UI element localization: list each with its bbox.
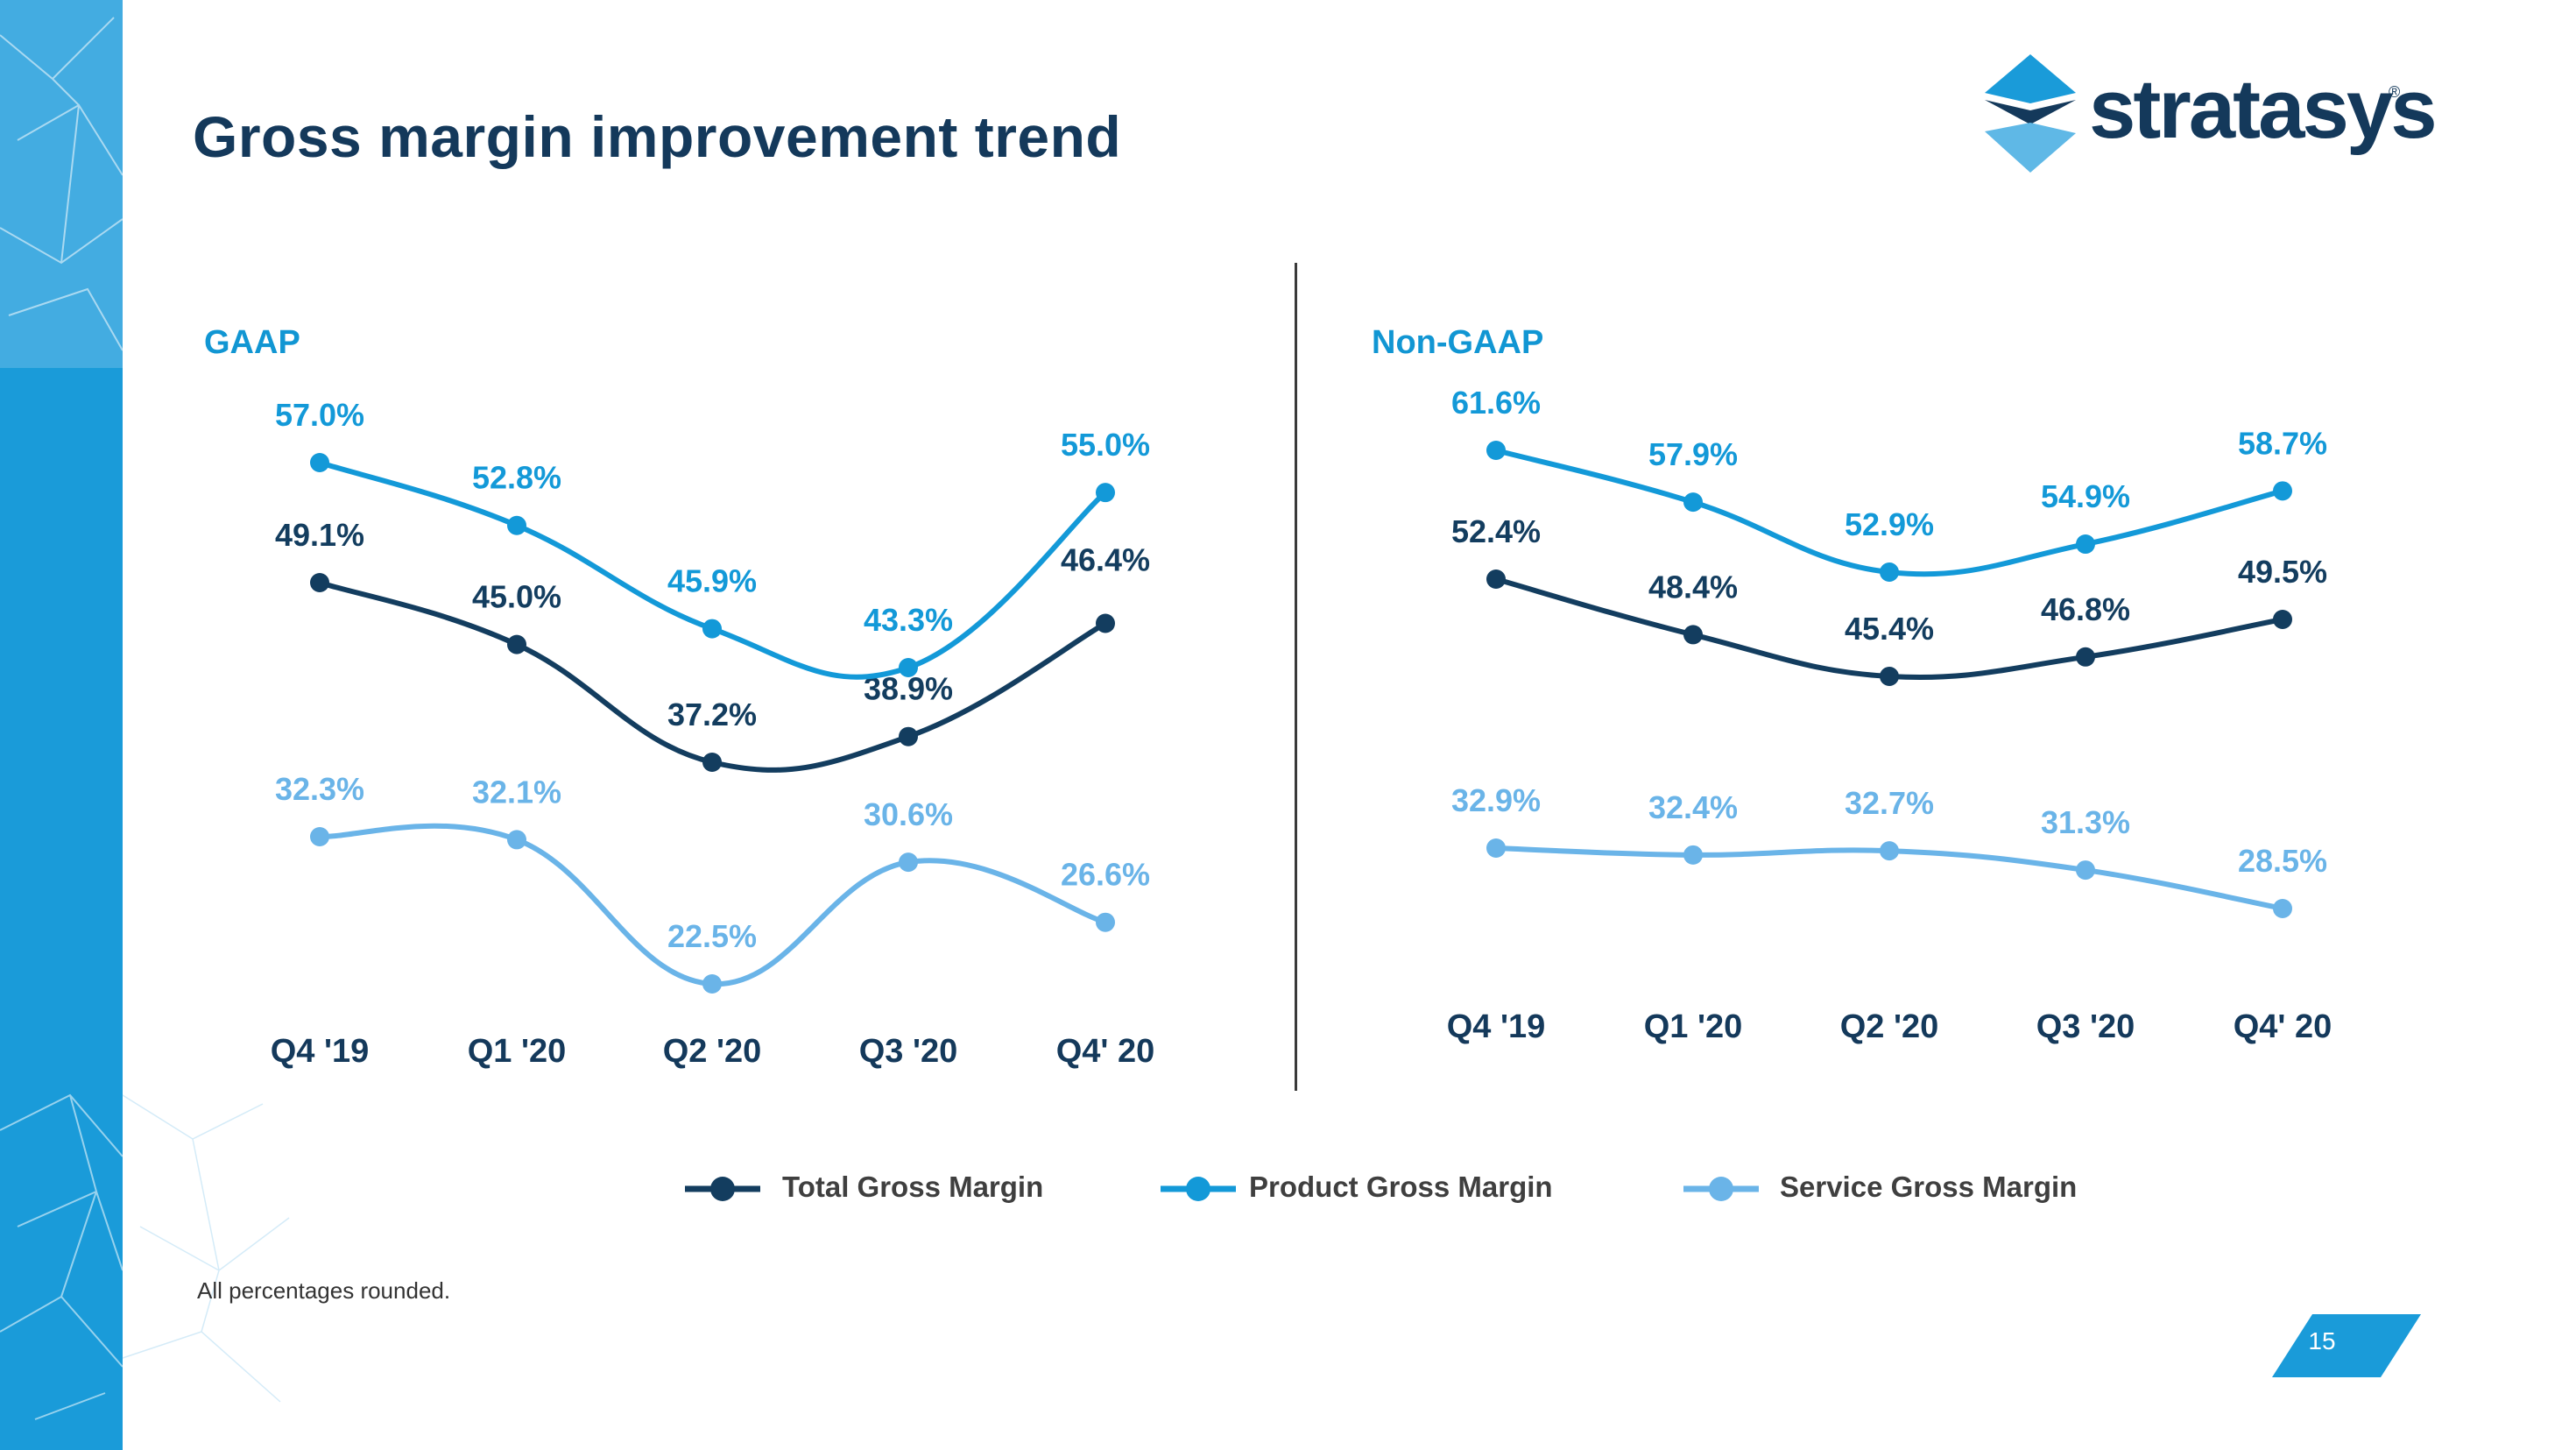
gaap-total-data-label: 49.1% [275,517,364,553]
gaap-service-point [899,852,918,873]
non-gaap-product-data-label: 61.6% [1451,385,1541,421]
non-gaap-category-label: Q4 '19 [1447,1008,1546,1045]
gaap-category-label: Q4 '19 [271,1033,370,1070]
stratasys-logo-icon [1985,54,2076,173]
gaap-service-data-label: 22.5% [667,918,757,954]
gaap-category-label: Q2 '20 [663,1033,762,1070]
gaap-service-data-label: 32.1% [472,774,561,810]
non-gaap-product-point [2273,481,2292,501]
gaap-label: GAAP [204,324,300,361]
gaap-total-point [702,753,722,772]
gaap-total-point [507,634,526,654]
non-gaap-label: Non-GAAP [1372,324,1544,361]
non-gaap-service-point [2076,860,2095,881]
gaap-product-point [310,453,329,472]
non-gaap-total-data-label: 49.5% [2238,554,2327,590]
legend-marker-service [1683,1177,1759,1201]
gaap-product-data-label: 55.0% [1061,427,1150,463]
gaap-total-point [310,573,329,592]
panel-divider [1295,263,1297,1091]
page-number: 15 [2308,1327,2336,1355]
non-gaap-product-data-label: 58.7% [2238,425,2327,461]
non-gaap-service-data-label: 32.9% [1451,782,1541,818]
non-gaap-total-data-label: 52.4% [1451,513,1541,549]
non-gaap-product-data-label: 52.9% [1845,506,1934,542]
non-gaap-category-label: Q4' 20 [2234,1008,2333,1045]
gaap-category-label: Q3 '20 [859,1033,958,1070]
non-gaap-total-point [1880,667,1899,686]
gaap-product-point [1096,483,1115,503]
gaap-category-label: Q4' 20 [1056,1033,1155,1070]
non-gaap-product-point [2076,534,2095,555]
legend-label-product: Product Gross Margin [1249,1171,1553,1203]
non-gaap-service-point [1880,841,1899,861]
non-gaap-total-point [2076,647,2095,667]
non-gaap-service-point [2273,899,2292,918]
gaap-service-data-label: 30.6% [864,796,953,832]
gaap-product-point [899,658,918,677]
gaap-total-data-label: 37.2% [667,697,757,732]
non-gaap-service-point [1486,838,1506,858]
non-gaap-total-data-label: 48.4% [1648,569,1738,605]
footnote: All percentages rounded. [197,1277,451,1304]
gaap-service-point [702,974,722,994]
gaap-service-data-label: 26.6% [1061,857,1150,893]
gaap-service-point [310,827,329,846]
non-gaap-service-data-label: 28.5% [2238,843,2327,879]
non-gaap-service-data-label: 31.3% [2041,804,2130,840]
non-gaap-total-point [2273,609,2292,629]
non-gaap-total-point [1683,625,1703,645]
gaap-service-point [507,830,526,850]
non-gaap-total-data-label: 45.4% [1845,611,1934,647]
logo-wordmark: stratasys [2089,62,2438,156]
gaap-product-point [702,619,722,639]
legend-label-total: Total Gross Margin [782,1171,1044,1203]
non-gaap-total-point [1486,569,1506,589]
page-title: Gross margin improvement trend [193,104,1122,169]
non-gaap-product-point [1486,441,1506,460]
gaap-product-data-label: 45.9% [667,563,757,599]
non-gaap-category-label: Q2 '20 [1840,1008,1939,1045]
legend-marker-product [1161,1177,1236,1201]
gaap-total-point [899,726,918,746]
non-gaap-service-data-label: 32.4% [1648,789,1738,825]
gaap-product-point [507,515,526,535]
non-gaap-category-label: Q1 '20 [1644,1008,1743,1045]
non-gaap-product-data-label: 54.9% [2041,478,2130,514]
gaap-total-data-label: 46.4% [1061,542,1150,578]
gaap-total-data-label: 45.0% [472,579,561,615]
page-number-badge [2272,1314,2421,1377]
gaap-product-data-label: 43.3% [864,602,953,638]
gaap-service-data-label: 32.3% [275,771,364,807]
non-gaap-service-data-label: 32.7% [1845,785,1934,821]
non-gaap-product-data-label: 57.9% [1648,436,1738,472]
non-gaap-product-point [1880,562,1899,582]
logo-registered-mark: ® [2389,83,2401,101]
legend-marker-total [685,1177,760,1201]
legend-label-service: Service Gross Margin [1780,1171,2078,1203]
gaap-service-point [1096,912,1115,932]
non-gaap-product-point [1683,492,1703,513]
non-gaap-category-label: Q3 '20 [2036,1008,2135,1045]
gaap-category-label: Q1 '20 [468,1033,567,1070]
gaap-total-point [1096,613,1115,633]
gaap-product-data-label: 52.8% [472,460,561,496]
gaap-product-data-label: 57.0% [275,397,364,433]
decorative-network-strip [0,0,350,1450]
non-gaap-service-point [1683,845,1703,865]
non-gaap-total-data-label: 46.8% [2041,591,2130,627]
